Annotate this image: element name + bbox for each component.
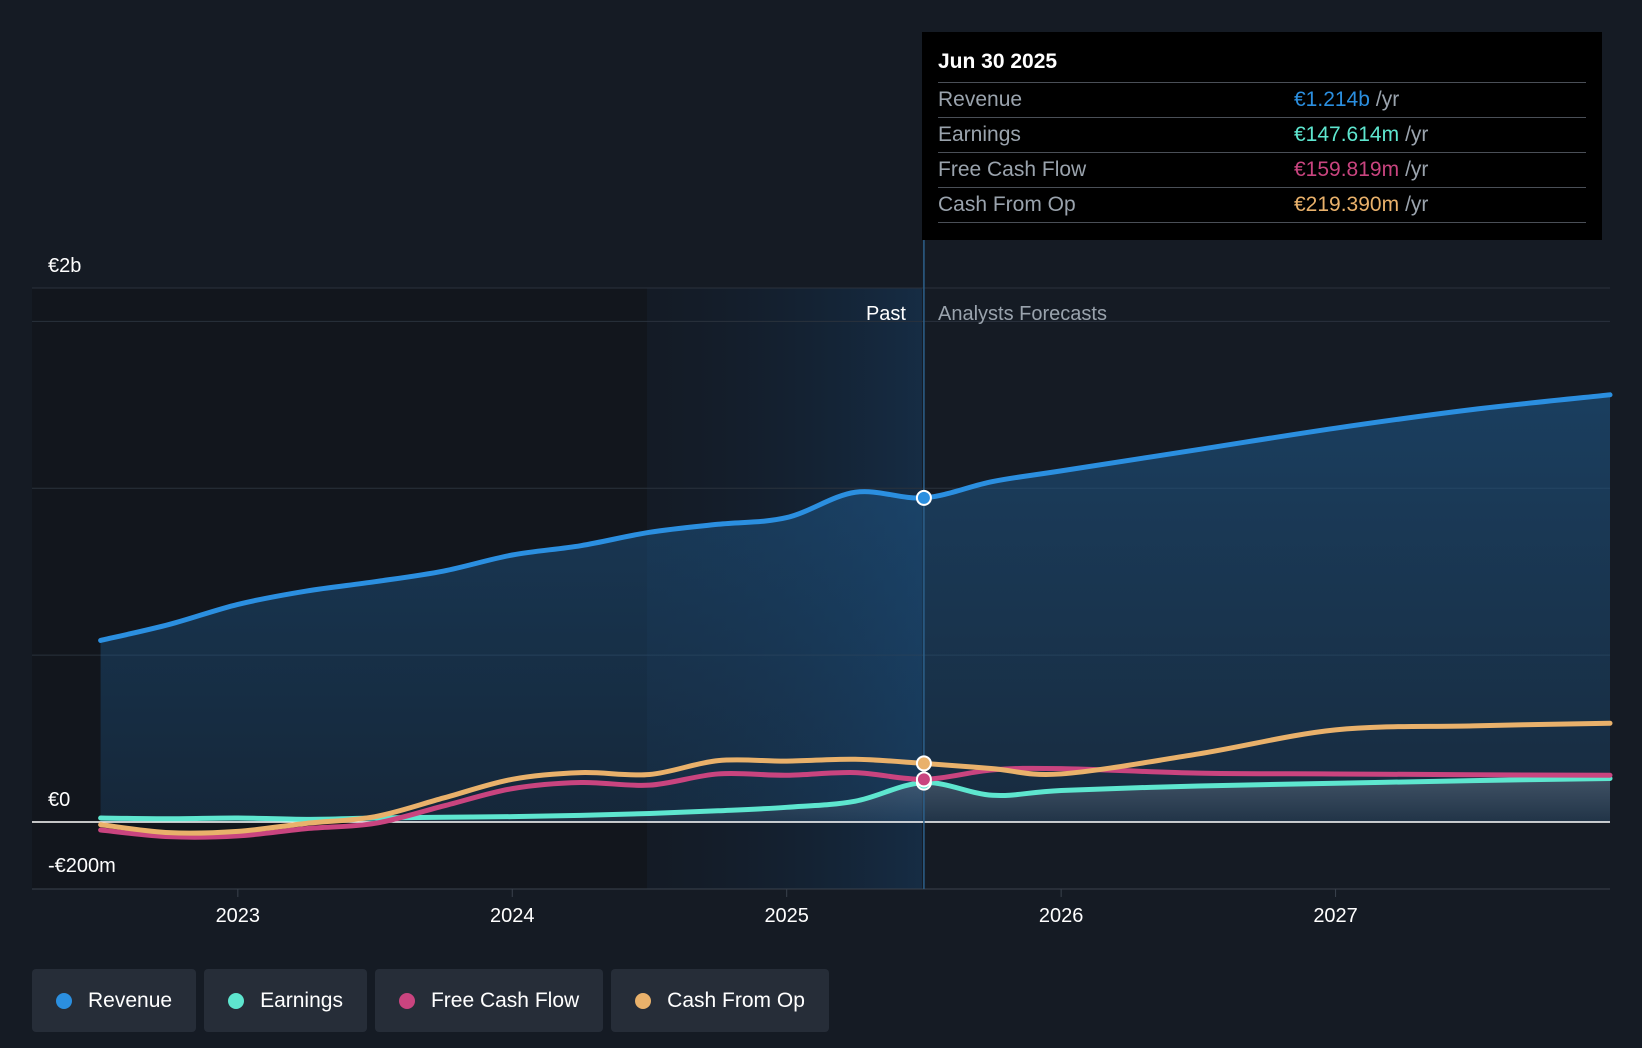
tooltip-series-name: Cash From Op bbox=[938, 193, 1076, 216]
legend: Revenue Earnings Free Cash Flow Cash Fro… bbox=[32, 969, 829, 1032]
legend-label: Earnings bbox=[260, 988, 343, 1012]
legend-label: Free Cash Flow bbox=[430, 988, 580, 1012]
series-line-cash-from-op bbox=[98, 720, 1613, 836]
tooltip-series-value: €219.390m bbox=[1294, 193, 1400, 216]
tooltip-series-value: €147.614m bbox=[1294, 123, 1400, 146]
legend-dot-icon bbox=[398, 992, 415, 1009]
marker-free-cash-flow[interactable] bbox=[915, 771, 932, 788]
tooltip-row-revenue: Revenue €1.214b /yr bbox=[938, 83, 1586, 118]
legend-item-earnings[interactable]: Earnings bbox=[204, 969, 367, 1032]
legend-item-cash-from-op[interactable]: Cash From Op bbox=[611, 969, 829, 1032]
x-tick-label: 2024 bbox=[490, 905, 535, 927]
legend-item-free-cash-flow[interactable]: Free Cash Flow bbox=[374, 969, 604, 1032]
tooltip-row-earnings: Earnings €147.614m /yr bbox=[938, 118, 1586, 153]
y-tick-label: €0 bbox=[48, 789, 70, 811]
x-tick-label: 2023 bbox=[216, 905, 261, 927]
x-tick-label: 2025 bbox=[764, 905, 809, 927]
tooltip-unit: /yr bbox=[1405, 123, 1429, 146]
tooltip-unit: /yr bbox=[1375, 88, 1400, 111]
tooltip-series-name: Revenue bbox=[938, 88, 1023, 111]
series-line-free-cash-flow bbox=[98, 765, 1613, 840]
legend-label: Revenue bbox=[88, 988, 173, 1012]
revenue-area bbox=[100, 394, 1611, 822]
y-tick-label: €2b bbox=[48, 255, 81, 277]
tooltip: Jun 30 2025 Revenue €1.214b /yr Earnings… bbox=[922, 32, 1602, 240]
legend-label: Cash From Op bbox=[667, 988, 805, 1012]
tooltip-series-value: €159.819m bbox=[1294, 158, 1400, 181]
tooltip-series-name: Earnings bbox=[938, 123, 1021, 146]
x-tick-label: 2026 bbox=[1039, 905, 1084, 927]
series-line-revenue bbox=[98, 392, 1613, 643]
tooltip-series-name: Free Cash Flow bbox=[938, 158, 1087, 181]
legend-item-revenue[interactable]: Revenue bbox=[32, 969, 197, 1032]
legend-dot-icon bbox=[56, 992, 72, 1009]
marker-cash-from-op[interactable] bbox=[915, 755, 932, 772]
tooltip-unit: /yr bbox=[1405, 193, 1429, 216]
x-tick-label: 2027 bbox=[1313, 905, 1358, 927]
legend-dot-icon bbox=[228, 992, 245, 1009]
past-label: Past bbox=[866, 303, 906, 325]
tooltip-row-cash-from-op: Cash From Op €219.390m /yr bbox=[938, 188, 1586, 223]
tooltip-unit: /yr bbox=[1405, 158, 1429, 181]
y-tick-label: -€200m bbox=[48, 855, 116, 877]
forecast-label: Analysts Forecasts bbox=[938, 303, 1107, 325]
tooltip-date: Jun 30 2025 bbox=[938, 46, 1586, 83]
legend-dot-icon bbox=[635, 992, 652, 1009]
lower-series-area bbox=[100, 778, 1611, 822]
series-line-earnings bbox=[98, 775, 1613, 822]
marker-revenue[interactable] bbox=[915, 489, 932, 506]
tooltip-series-value: €1.214b bbox=[1294, 88, 1370, 111]
tooltip-row-free-cash-flow: Free Cash Flow €159.819m /yr bbox=[938, 153, 1586, 188]
